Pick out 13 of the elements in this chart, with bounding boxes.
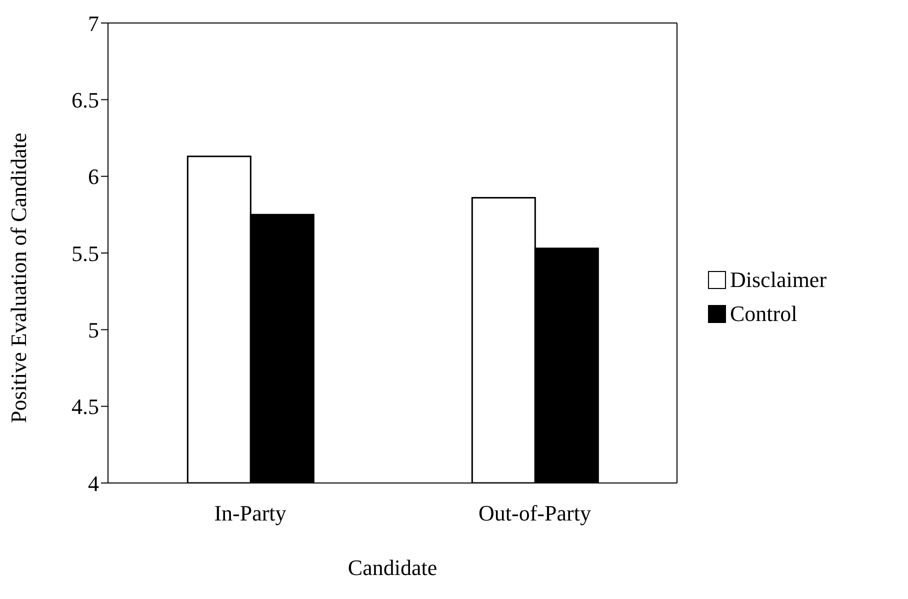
y-tick-label: 6	[88, 164, 99, 190]
y-tick-label: 7	[88, 10, 99, 36]
y-axis-title: Positive Evaluation of Candidate	[6, 132, 31, 423]
x-tick-label: In-Party	[214, 500, 286, 526]
y-tick-label: 4.5	[72, 394, 99, 420]
y-tick-label: 5.5	[72, 240, 99, 266]
x-axis-title: Candidate	[348, 555, 438, 580]
legend-label: Control	[730, 300, 798, 326]
x-tick-label: Out-of-Party	[478, 500, 591, 526]
y-tick-label: 4	[88, 470, 99, 496]
y-tick-label: 5	[88, 317, 99, 342]
y-tick-label: 6.5	[72, 87, 99, 112]
legend-label: Disclaimer	[730, 266, 827, 292]
